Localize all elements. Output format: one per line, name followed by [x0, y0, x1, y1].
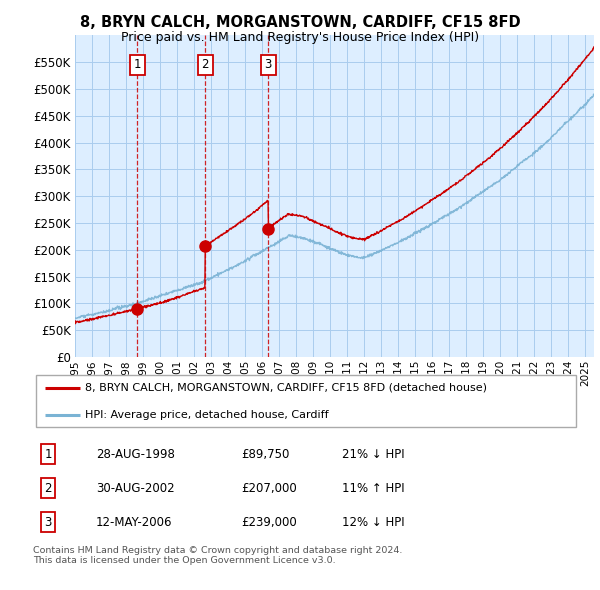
Text: £239,000: £239,000: [241, 516, 296, 529]
Text: 8, BRYN CALCH, MORGANSTOWN, CARDIFF, CF15 8FD (detached house): 8, BRYN CALCH, MORGANSTOWN, CARDIFF, CF1…: [85, 383, 487, 393]
Text: 2: 2: [202, 58, 209, 71]
Text: HPI: Average price, detached house, Cardiff: HPI: Average price, detached house, Card…: [85, 410, 329, 420]
Text: 2: 2: [44, 481, 52, 495]
Text: £89,750: £89,750: [241, 448, 289, 461]
Text: 8, BRYN CALCH, MORGANSTOWN, CARDIFF, CF15 8FD: 8, BRYN CALCH, MORGANSTOWN, CARDIFF, CF1…: [80, 15, 520, 30]
FancyBboxPatch shape: [36, 375, 577, 427]
Text: Contains HM Land Registry data © Crown copyright and database right 2024.
This d: Contains HM Land Registry data © Crown c…: [33, 546, 403, 565]
Text: 3: 3: [44, 516, 52, 529]
Text: 21% ↓ HPI: 21% ↓ HPI: [342, 448, 405, 461]
Text: 1: 1: [44, 448, 52, 461]
Text: 12-MAY-2006: 12-MAY-2006: [96, 516, 172, 529]
Text: Price paid vs. HM Land Registry's House Price Index (HPI): Price paid vs. HM Land Registry's House …: [121, 31, 479, 44]
Text: 11% ↑ HPI: 11% ↑ HPI: [342, 481, 405, 495]
Text: 3: 3: [265, 58, 272, 71]
Text: 12% ↓ HPI: 12% ↓ HPI: [342, 516, 405, 529]
Text: 30-AUG-2002: 30-AUG-2002: [96, 481, 175, 495]
Text: 28-AUG-1998: 28-AUG-1998: [96, 448, 175, 461]
Text: £207,000: £207,000: [241, 481, 296, 495]
Text: 1: 1: [133, 58, 141, 71]
